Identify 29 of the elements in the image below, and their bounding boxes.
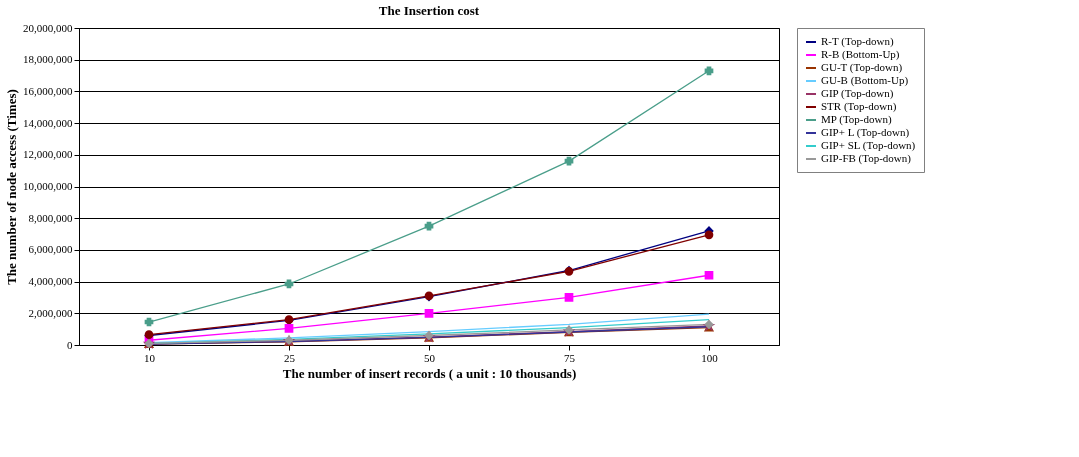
y-tick-label: 12,000,000 [23,148,73,161]
y-tick-label: 14,000,000 [23,116,73,129]
legend-label: GU-B (Bottom-Up) [821,74,909,87]
y-tick-label: 20,000,000 [23,21,73,34]
x-tick-label: 50 [424,351,436,364]
legend-label: GIP-FB (Top-down) [821,152,912,165]
legend-label: GIP (Top-down) [821,87,894,100]
legend-label: MP (Top-down) [821,113,892,126]
legend-label: GU-T (Top-down) [821,61,903,74]
y-tick-label: 18,000,000 [23,53,73,66]
y-tick-label: 8,000,000 [28,211,73,224]
legend-label: R-T (Top-down) [821,35,894,48]
chart-title: The Insertion cost [378,3,480,18]
legend-label: GIP+ L (Top-down) [821,126,910,139]
legend-label: STR (Top-down) [821,100,897,113]
y-tick-label: 4,000,000 [28,275,73,288]
y-axis-title: The number of node access (Times) [4,89,19,285]
x-tick-label: 75 [564,351,576,364]
y-tick-label: 2,000,000 [28,306,73,319]
y-tick-label: 10,000,000 [23,180,73,192]
x-tick-label: 25 [284,351,296,364]
y-tick-label: 16,000,000 [23,84,73,97]
legend-label: R-B (Bottom-Up) [821,48,900,61]
x-axis-title: The number of insert records ( a unit : 10 thousands) [282,365,577,381]
x-tick-label: 100 [701,351,719,364]
x-tick-label: 10 [144,351,156,364]
y-tick-label: 0 [67,338,73,351]
y-tick-label: 6,000,000 [28,243,73,256]
legend-label: GIP+ SL (Top-down) [821,139,916,152]
